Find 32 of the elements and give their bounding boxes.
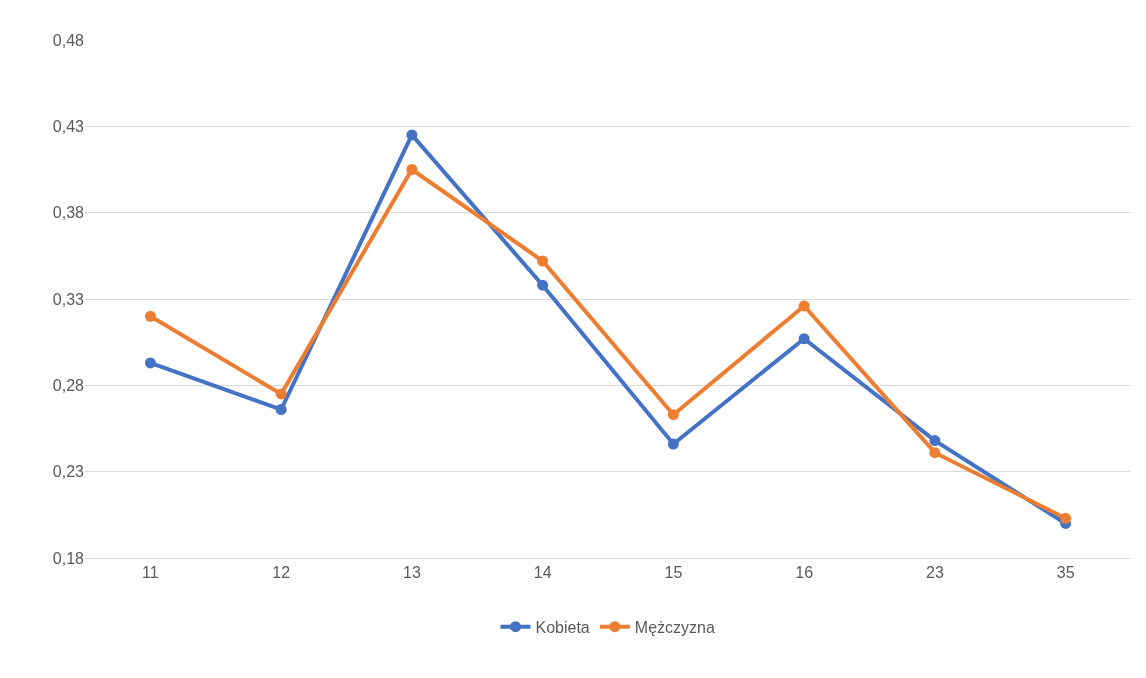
point [406,129,418,141]
legend-label: Mężczyzna [634,618,715,636]
point [144,357,156,369]
point [144,310,156,322]
y-tick-label: 0,23 [52,463,85,481]
point [275,388,287,400]
point [929,447,941,459]
x-tick-label: 13 [402,564,421,582]
x-tick-label: 16 [795,564,814,582]
x-tick-label: 23 [925,564,944,582]
point [929,435,941,447]
y-tick-label: 0,33 [52,290,85,308]
point [667,438,679,450]
y-tick-label: 0,43 [52,117,85,135]
point [1060,512,1072,524]
point [537,255,549,267]
point [798,333,810,345]
x-tick-label: 14 [533,564,552,582]
point [537,279,549,291]
x-tick-label: 15 [664,564,683,582]
point [667,409,679,421]
y-tick-label: 0,38 [52,204,85,222]
y-tick-label: 0,48 [52,31,85,49]
x-tick-label: 12 [272,564,291,582]
point [406,164,418,175]
x-tick-label: 35 [1056,564,1075,582]
y-tick-label: 0,18 [52,549,85,567]
legend-label: Kobieta [535,618,590,636]
point [275,404,287,416]
y-tick-label: 0,28 [52,376,85,394]
x-tick-label: 11 [142,564,159,582]
point [798,300,810,312]
